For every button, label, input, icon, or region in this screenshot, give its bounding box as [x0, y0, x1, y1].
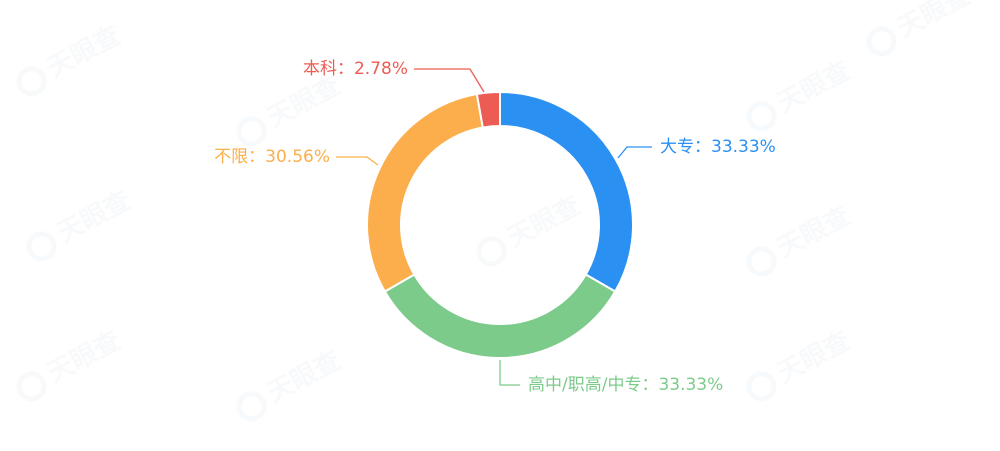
slice-label-1: 高中/职高/中专：33.33%: [528, 375, 723, 395]
slice-label-0: 大专：33.33%: [660, 137, 776, 157]
donut-slices: [366, 90, 634, 359]
label-leader-lines: [336, 68, 652, 386]
slice-3: [475, 90, 501, 129]
leader-line-0: [617, 146, 652, 159]
leader-line-2: [336, 156, 379, 166]
slice-0: [499, 90, 634, 293]
slice-label-2: 不限：30.56%: [214, 147, 330, 167]
slice-labels: 大专：33.33% 高中/职高/中专：33.33% 不限：30.56% 本科：2.78…: [214, 59, 776, 395]
leader-line-3: [414, 68, 485, 93]
slice-label-3: 本科：2.78%: [303, 59, 408, 79]
slice-1: [383, 273, 617, 359]
leader-line-1: [499, 360, 520, 386]
slice-2: [366, 92, 484, 293]
